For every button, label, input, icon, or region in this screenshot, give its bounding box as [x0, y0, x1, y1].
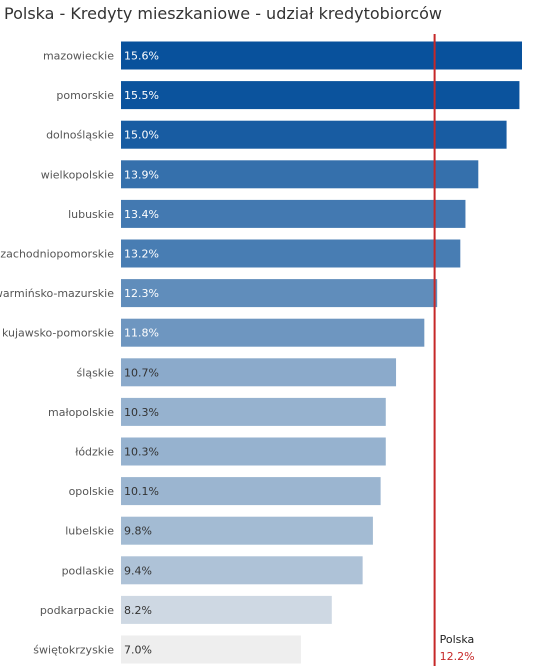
bar[interactable]: [121, 41, 522, 70]
value-label: 8.2%: [124, 604, 152, 617]
category-label: wielkopolskie: [41, 168, 115, 181]
bar[interactable]: [121, 81, 520, 110]
category-label: śląskie: [77, 366, 115, 379]
value-label: 10.7%: [124, 366, 159, 379]
bar[interactable]: [121, 635, 301, 664]
category-label: mazowieckie: [43, 50, 114, 63]
reference-line-label: Polska: [440, 633, 475, 646]
value-label: 9.4%: [124, 564, 152, 577]
value-label: 11.8%: [124, 327, 159, 340]
bar[interactable]: [121, 397, 386, 426]
category-label: lubuskie: [68, 208, 114, 221]
category-label: małopolskie: [48, 406, 114, 419]
category-label: dolnośląskie: [46, 129, 114, 142]
category-label: opolskie: [69, 485, 115, 498]
bar[interactable]: [121, 239, 461, 268]
chart-title: Polska - Kredyty mieszkaniowe - udział k…: [4, 4, 442, 23]
category-label: zachodniopomorskie: [0, 248, 114, 261]
category-label: pomorskie: [56, 89, 114, 102]
reference-line-group: Polska 12.2%: [433, 34, 475, 666]
value-label: 10.3%: [124, 406, 159, 419]
value-label: 15.5%: [124, 89, 159, 102]
category-label: świętokrzyskie: [33, 644, 114, 657]
bar[interactable]: [121, 437, 386, 466]
bar[interactable]: [121, 477, 381, 506]
bar[interactable]: [121, 120, 507, 149]
value-label: 13.4%: [124, 208, 159, 221]
bar[interactable]: [121, 199, 466, 228]
bars-group: [121, 41, 522, 664]
labels-group: mazowieckie 15.6% pomorskie 15.5% dolnośląsk…: [0, 50, 159, 657]
bar[interactable]: [121, 318, 425, 347]
value-label: 12.3%: [124, 287, 159, 300]
value-label: 7.0%: [124, 644, 152, 657]
reference-line-value: 12.2%: [440, 650, 475, 663]
value-label: 13.9%: [124, 168, 159, 181]
bar[interactable]: [121, 358, 397, 387]
value-label: 13.2%: [124, 248, 159, 261]
value-label: 9.8%: [124, 525, 152, 538]
bar[interactable]: [121, 556, 363, 585]
category-label: podkarpackie: [40, 604, 114, 617]
value-label: 10.1%: [124, 485, 159, 498]
value-label: 10.3%: [124, 446, 159, 459]
value-label: 15.6%: [124, 50, 159, 63]
bar[interactable]: [121, 279, 438, 308]
bar[interactable]: [121, 516, 373, 545]
category-label: warmińsko-mazurskie: [0, 287, 114, 300]
value-label: 15.0%: [124, 129, 159, 142]
category-label: kujawsko-pomorskie: [2, 327, 114, 340]
category-label: łódzkie: [75, 446, 114, 459]
category-label: podlaskie: [62, 564, 115, 577]
category-label: lubelskie: [65, 525, 114, 538]
bar[interactable]: [121, 160, 479, 189]
bar[interactable]: [121, 595, 332, 624]
